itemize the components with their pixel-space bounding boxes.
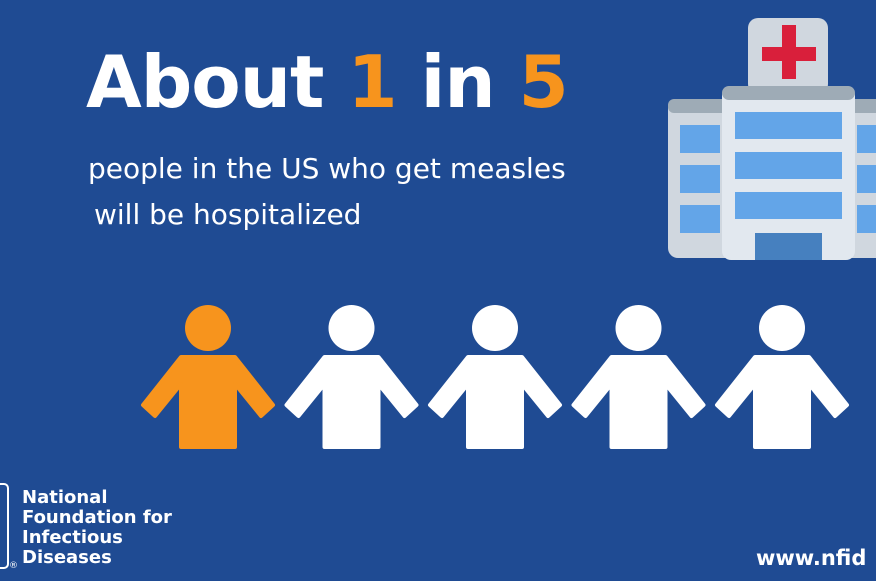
svg-text:®: ® (9, 561, 18, 571)
hospital-icon (668, 18, 876, 260)
website-url[interactable]: www.nfid (756, 546, 867, 570)
logo-line: Diseases (22, 547, 112, 568)
headline-prefix: About (86, 40, 348, 124)
person-icon (715, 305, 849, 449)
person-icon-highlighted (141, 305, 275, 449)
headline-number-1: 1 (347, 40, 397, 124)
subtitle-line-2: will be hospitalized (94, 198, 362, 231)
logo-line: Foundation for (22, 507, 172, 528)
logo-line: National (22, 487, 108, 508)
logo-line: Infectious (22, 527, 123, 548)
person-icon (428, 305, 562, 449)
headline: About 1 in 5 (86, 40, 569, 124)
headline-number-5: 5 (518, 40, 569, 124)
people-row (141, 305, 849, 449)
nfid-logo-icon: ® (0, 483, 18, 571)
nfid-logo-text: National Foundation for Infectious Disea… (22, 488, 172, 568)
headline-middle: in (396, 40, 519, 124)
person-icon (571, 305, 706, 449)
subtitle-line-1: people in the US who get measles (88, 152, 566, 185)
person-icon (284, 305, 419, 449)
